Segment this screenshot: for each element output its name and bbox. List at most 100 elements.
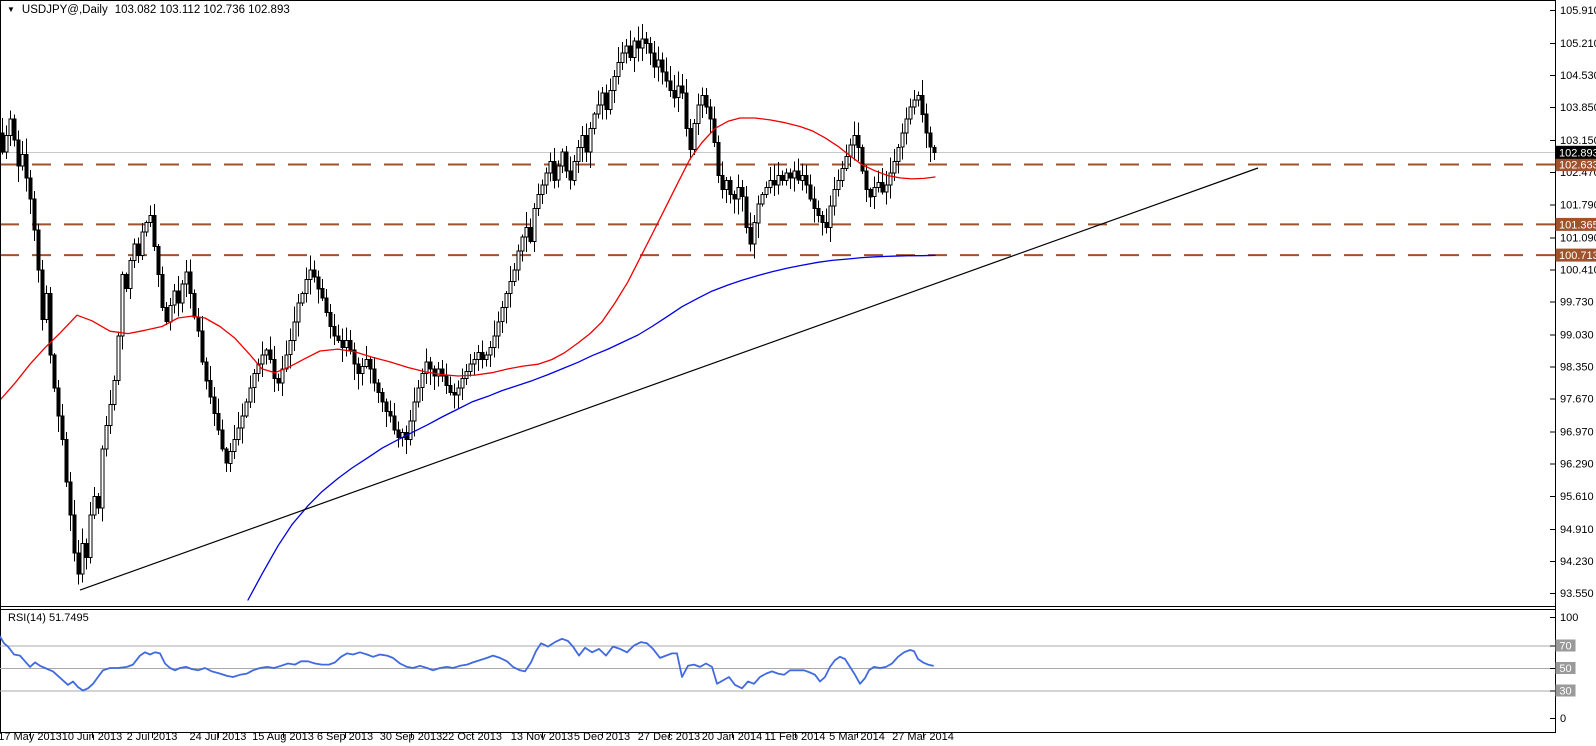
date-tick-label: 2 Jul 2013: [127, 731, 178, 743]
candle-bearish: [316, 276, 321, 290]
candle-bullish: [620, 52, 625, 63]
candle-bearish: [200, 330, 205, 363]
price-tick-label: 93.550: [1560, 588, 1594, 600]
candle-bullish: [128, 259, 133, 290]
candle-bullish: [476, 351, 481, 360]
candle-bearish: [812, 198, 817, 210]
candle-bullish: [120, 274, 125, 337]
symbol-dropdown-icon[interactable]: ▼: [7, 5, 15, 14]
candle-bullish: [724, 179, 729, 191]
price-tick-label: 99.030: [1560, 329, 1594, 341]
candle-bearish: [380, 392, 385, 403]
candle-bullish: [588, 127, 593, 153]
date-tick-label: 10 Jun 2013: [62, 731, 123, 743]
candle-bearish: [428, 361, 433, 370]
candle-bearish: [356, 363, 361, 375]
candle-bearish: [212, 396, 217, 415]
rsi-level-tag-label: 50: [1559, 663, 1571, 675]
candle-bearish: [272, 359, 277, 379]
candle-bullish: [896, 146, 901, 162]
price-tick-label: 105.210: [1560, 38, 1596, 50]
candle-bearish: [352, 349, 357, 365]
candle-bearish: [628, 45, 633, 59]
candle-bearish: [152, 215, 157, 247]
candle-bearish: [772, 179, 777, 186]
candle-bullish: [752, 222, 757, 245]
candle-bearish: [564, 151, 569, 172]
candle-bullish: [148, 215, 153, 224]
candle-bullish: [232, 439, 237, 453]
date-tick-label: 6 Sep 2013: [317, 731, 373, 743]
candle-bearish: [320, 288, 325, 299]
candle-bullish: [344, 340, 349, 349]
candle-bearish: [160, 274, 165, 309]
candle-bullish: [80, 542, 85, 575]
rsi-axis-label: 0: [1560, 713, 1566, 725]
candle-bullish: [116, 335, 121, 382]
candle-bullish: [180, 283, 185, 304]
chart-symbol-title: USDJPY@,Daily: [21, 4, 108, 16]
candle-bullish: [508, 281, 513, 295]
candle-bullish: [892, 160, 897, 174]
candle-bullish: [572, 160, 577, 181]
candle-bearish: [216, 413, 221, 431]
level-price-tag-label: 101.365: [1559, 219, 1596, 231]
candle-bearish: [552, 160, 557, 181]
candle-bearish: [40, 269, 45, 320]
candle-bullish: [608, 90, 613, 111]
candle-bullish: [624, 45, 629, 54]
candle-bullish: [112, 380, 117, 405]
candle-bearish: [332, 326, 337, 337]
candle-bullish: [252, 373, 257, 389]
candle-bullish: [456, 387, 461, 396]
candle-bearish: [528, 226, 533, 242]
candle-bearish: [928, 132, 933, 148]
candle-bearish: [568, 170, 573, 181]
candle-bullish: [784, 172, 789, 181]
candle-bullish: [264, 349, 269, 356]
candle-bullish: [904, 118, 909, 134]
candle-bullish: [512, 269, 517, 283]
candle-bullish: [468, 363, 473, 372]
candle-bearish: [680, 85, 685, 94]
candle-bearish: [796, 170, 801, 181]
candle-bearish: [56, 387, 61, 417]
candle-bullish: [592, 113, 597, 129]
candle-bearish: [328, 311, 333, 327]
candle-bullish: [100, 448, 105, 509]
level-price-tag: [1555, 248, 1596, 262]
price-tick-label: 96.970: [1560, 427, 1594, 439]
candle-bullish: [656, 59, 661, 68]
price-tick-label: 101.090: [1560, 232, 1596, 244]
candle-bearish: [68, 481, 73, 516]
candle-bullish: [8, 118, 13, 136]
candle-bullish: [556, 165, 561, 181]
candle-bearish: [444, 375, 449, 386]
candle-bearish: [684, 92, 689, 129]
candle-bearish: [396, 429, 401, 438]
chart-title-bar: ▼ USDJPY@,Daily 103.082 103.112 102.736 …: [7, 4, 290, 16]
candle-bearish: [660, 59, 665, 73]
candle-bullish: [92, 495, 97, 516]
ascending-trendline[interactable]: [79, 167, 1259, 591]
candle-bullish: [776, 175, 781, 186]
price-tick-label: 94.910: [1560, 524, 1594, 536]
date-tick-label: 17 May 2013: [0, 731, 62, 743]
candle-bullish: [360, 366, 365, 375]
candle-bullish: [472, 359, 477, 365]
candle-bearish: [704, 94, 709, 108]
candle-bearish: [376, 382, 381, 394]
candle-bullish: [600, 92, 605, 106]
rsi-level-tag-label: 30: [1559, 686, 1571, 698]
candle-bullish: [248, 387, 253, 403]
candle-bullish: [108, 403, 113, 426]
candle-bearish: [652, 52, 657, 68]
candle-bullish: [420, 373, 425, 389]
candle-bearish: [196, 316, 201, 332]
rsi-axis-label: 100: [1560, 612, 1578, 624]
level-price-tag: [1555, 158, 1596, 172]
candle-bullish: [800, 175, 805, 181]
price-tick-label: 94.230: [1560, 556, 1594, 568]
